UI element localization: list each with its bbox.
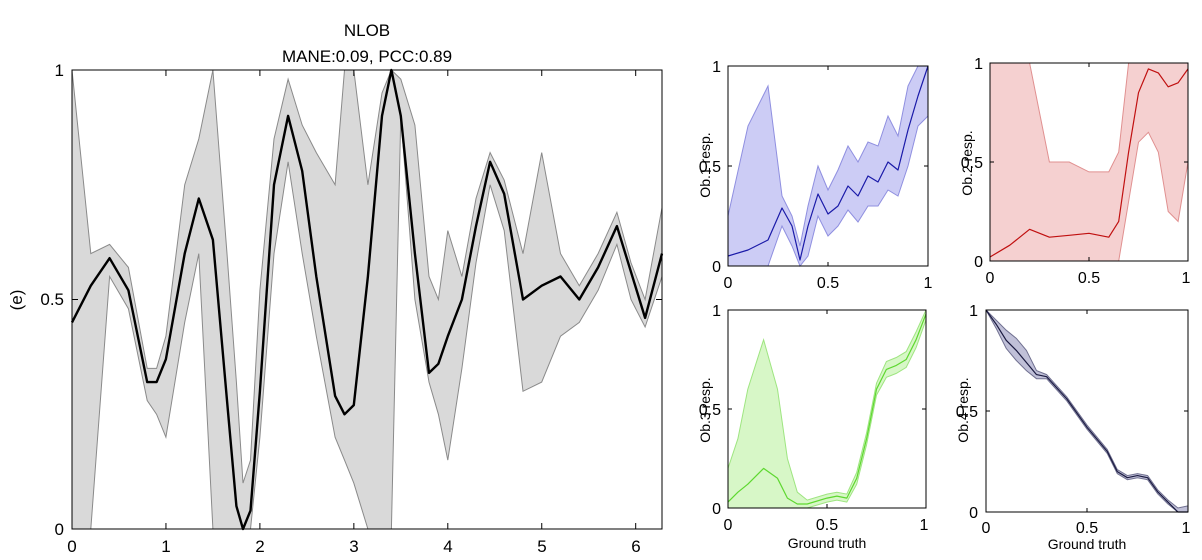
main-ytick-1: 1 xyxy=(55,61,64,80)
ob4-ytick-0.5: 0.5 xyxy=(956,404,978,421)
ob4-ytick-1: 1 xyxy=(969,303,978,320)
ob4-xtick-1: 1 xyxy=(1182,520,1191,537)
main-xtick-4: 4 xyxy=(443,537,452,556)
ob3-ytick-1: 1 xyxy=(712,303,721,320)
ob2-band-area xyxy=(989,62,1189,262)
ob3-band-area xyxy=(727,309,927,509)
ob1-tick-marks xyxy=(727,65,929,267)
ob1-ylabel: Ob.1 resp. xyxy=(697,132,713,197)
ob2-tick-marks xyxy=(989,62,1189,262)
ob2-ytick-1: 1 xyxy=(974,56,983,73)
main-xtick-6: 6 xyxy=(631,537,640,556)
ob2-ytick-0.5: 0.5 xyxy=(961,155,983,172)
ob1-mean-path xyxy=(727,65,929,261)
ob4-panel: Ob.4 resp. 0 0.5 1 Ground truth 0 0.5 1 xyxy=(955,303,1191,552)
ob1-panel: Ob.1 resp. 0 0.5 1 0 0.5 1 xyxy=(697,59,933,292)
ob1-confidence-band xyxy=(727,65,929,267)
ob3-mean-path xyxy=(727,313,927,505)
main-xtick-5: 5 xyxy=(537,537,546,556)
ob4-band-area xyxy=(985,309,1189,513)
ob1-band-area xyxy=(727,65,929,267)
ob2-xtick-1: 1 xyxy=(1182,270,1191,287)
main-xtick-1: 1 xyxy=(161,537,170,556)
ob3-xtick-0: 0 xyxy=(724,517,733,534)
main-xtick-2: 2 xyxy=(255,537,264,556)
ob1-ytick-1: 1 xyxy=(712,59,721,76)
main-title-line2: MANE:0.09, PCC:0.89 xyxy=(282,47,452,66)
main-ylabel: (e) xyxy=(7,290,26,311)
main-mean-path xyxy=(70,68,664,531)
ob3-confidence-band xyxy=(727,309,927,509)
main-title-line1: NLOB xyxy=(344,21,390,40)
ob2-mean-line xyxy=(989,68,1189,258)
ob3-mean-line xyxy=(727,313,927,505)
ob3-panel: Ob.3 resp. 0 0.5 1 Ground truth 0 0.5 1 xyxy=(697,303,929,551)
ob4-tick-marks xyxy=(985,309,1189,513)
ob1-xtick-1: 1 xyxy=(924,275,933,292)
main-xtick-labels: 0 1 2 3 4 5 6 xyxy=(67,537,640,556)
ob3-ytick-0: 0 xyxy=(712,501,721,518)
ob4-confidence-band xyxy=(985,309,1189,513)
main-mean-line xyxy=(70,68,664,531)
ob1-mean-line xyxy=(727,65,929,261)
ob4-ytick-0: 0 xyxy=(969,505,978,522)
ob2-xtick-0: 0 xyxy=(986,270,995,287)
ob4-mean-path xyxy=(985,309,1188,513)
ob1-ytick-0: 0 xyxy=(712,259,721,276)
ob1-xtick-0.5: 0.5 xyxy=(817,275,839,292)
main-xtick-3: 3 xyxy=(349,537,358,556)
ob3-ytick-0.5: 0.5 xyxy=(699,402,721,419)
main-xtick-0: 0 xyxy=(67,537,76,556)
ob2-ylabel: Ob.2 resp. xyxy=(959,130,975,195)
ob1-xtick-0: 0 xyxy=(724,275,733,292)
ob3-tick-marks xyxy=(727,309,927,509)
main-band-area xyxy=(71,69,663,530)
main-ytick-labels: 0 0.5 1 xyxy=(40,61,64,539)
ob2-mean-path xyxy=(989,68,1189,258)
main-tick-marks xyxy=(71,69,662,530)
ob4-xlabel: Ground truth xyxy=(1048,536,1127,552)
main-panel: NLOB MANE:0.09, PCC:0.89 (e) 0 1 2 3 4 5… xyxy=(7,21,664,556)
main-confidence-band xyxy=(71,69,663,530)
ob3-xtick-0.5: 0.5 xyxy=(816,517,838,534)
main-ytick-0: 0 xyxy=(55,520,64,539)
ob1-ytick-0.5: 0.5 xyxy=(699,159,721,176)
ob3-xtick-1: 1 xyxy=(920,517,929,534)
main-ytick-0.5: 0.5 xyxy=(40,290,64,309)
ob2-xtick-0.5: 0.5 xyxy=(1078,270,1100,287)
ob4-ylabel: Ob.4 resp. xyxy=(955,377,971,442)
ob2-panel: Ob.2 resp. 0 0.5 1 0 0.5 1 xyxy=(959,56,1191,287)
ob2-confidence-band xyxy=(989,62,1189,262)
ob4-xtick-0.5: 0.5 xyxy=(1076,520,1098,537)
ob2-ytick-0: 0 xyxy=(974,254,983,271)
ob3-xlabel: Ground truth xyxy=(788,535,867,551)
ob4-xtick-0: 0 xyxy=(982,520,991,537)
ob3-ylabel: Ob.3 resp. xyxy=(697,377,713,442)
ob4-mean-line xyxy=(985,309,1188,513)
